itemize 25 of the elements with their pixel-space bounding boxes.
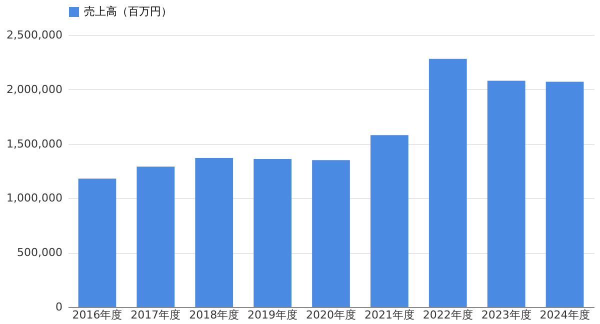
bar — [370, 135, 408, 307]
x-tick-label: 2020年度 — [306, 308, 356, 322]
x-tick-label: 2017年度 — [130, 308, 181, 322]
x-tick-label: 2016年度 — [72, 308, 122, 322]
y-tick-label: 1,500,000 — [6, 137, 62, 150]
x-tick-label: 2021年度 — [364, 308, 414, 322]
x-tick-label: 2023年度 — [481, 308, 532, 322]
y-tick-label: 0 — [56, 300, 62, 314]
bar — [487, 80, 526, 307]
bar — [312, 160, 350, 307]
x-tick-label: 2018年度 — [189, 308, 240, 322]
bar — [428, 58, 467, 307]
bar — [136, 166, 175, 307]
y-tick-label: 500,000 — [17, 246, 62, 260]
y-tick-label: 2,500,000 — [6, 28, 62, 42]
bar — [195, 158, 234, 307]
y-tick-label: 1,000,000 — [6, 192, 62, 205]
x-tick-label: 2024年度 — [540, 308, 590, 322]
y-tick-label: 2,000,000 — [6, 82, 62, 96]
bar — [546, 82, 584, 307]
bar — [254, 159, 292, 307]
x-tick-label: 2019年度 — [248, 308, 298, 322]
legend-label: 売上高（百万円） — [84, 5, 172, 18]
bar — [78, 178, 116, 307]
x-tick-label: 2022年度 — [422, 308, 473, 322]
